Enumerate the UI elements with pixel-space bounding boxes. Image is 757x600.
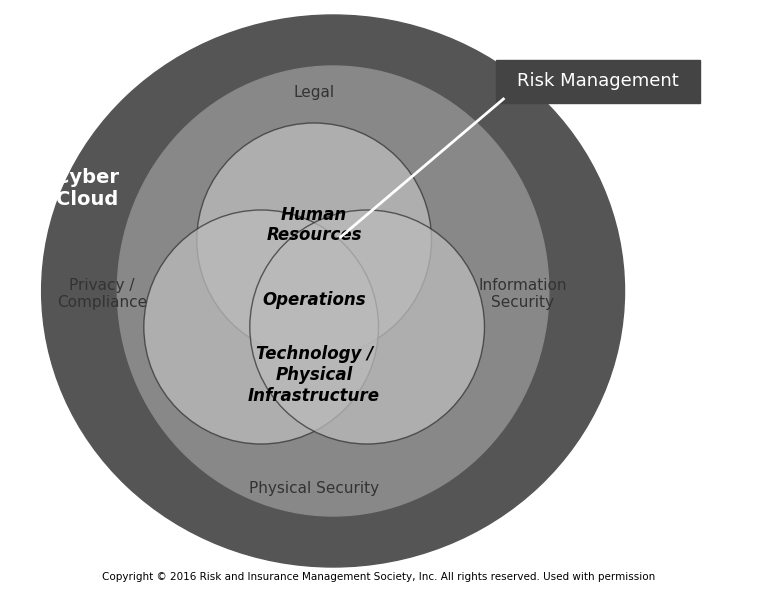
FancyBboxPatch shape — [496, 59, 700, 103]
Text: Risk Management: Risk Management — [517, 72, 679, 90]
Ellipse shape — [42, 15, 625, 567]
Text: Technology /
Physical
Infrastructure: Technology / Physical Infrastructure — [248, 345, 380, 405]
Text: Legal: Legal — [294, 85, 335, 100]
Ellipse shape — [197, 123, 431, 357]
Text: Copyright © 2016 Risk and Insurance Management Society, Inc. All rights reserved: Copyright © 2016 Risk and Insurance Mana… — [102, 572, 655, 582]
Text: Operations: Operations — [263, 291, 366, 309]
Ellipse shape — [117, 66, 549, 516]
Text: Cyber
Cloud: Cyber Cloud — [55, 169, 119, 209]
Text: Human
Resources: Human Resources — [266, 206, 362, 244]
Text: Privacy /
Compliance: Privacy / Compliance — [57, 278, 148, 310]
Text: Physical Security: Physical Security — [249, 481, 379, 497]
Ellipse shape — [250, 210, 484, 444]
Ellipse shape — [144, 210, 378, 444]
Text: Information
Security: Information Security — [478, 278, 566, 310]
